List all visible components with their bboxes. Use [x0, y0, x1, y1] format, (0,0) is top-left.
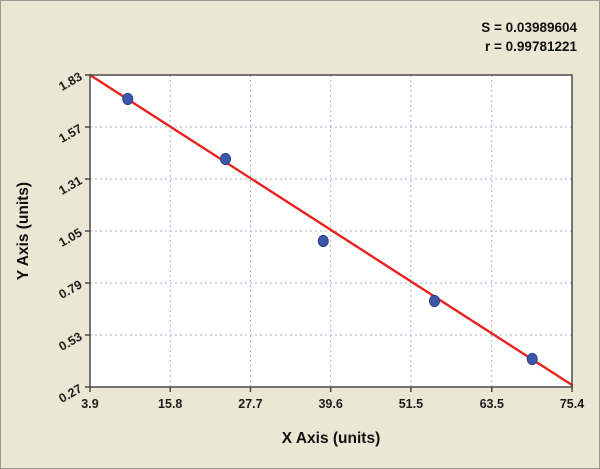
y-tick-label: 1.57 [56, 121, 84, 145]
s-value-annotation: S = 0.03989604 [481, 20, 577, 35]
x-tick-label: 39.6 [318, 397, 342, 411]
data-point [219, 152, 231, 166]
y-tick-label: 0.79 [56, 277, 84, 301]
data-point [526, 352, 538, 366]
chart-plot-area: 3.9 15.8 27.7 39.6 51.5 63.5 75.4 0.27 0.53 0.79 1… [56, 69, 584, 411]
data-point [122, 92, 134, 106]
y-tick-label: 0.53 [56, 329, 84, 353]
regression-line [88, 73, 574, 387]
x-tick-label: 75.4 [560, 397, 584, 411]
x-tick-label: 51.5 [399, 397, 423, 411]
x-tick-label: 63.5 [480, 397, 504, 411]
x-tick-label: 15.8 [158, 397, 182, 411]
y-tick-label: 1.05 [56, 225, 84, 249]
y-tick-label: 1.31 [56, 173, 84, 197]
data-point [428, 294, 440, 308]
x-axis-label: X Axis (units) [282, 430, 380, 447]
y-axis-label: Y Axis (units) [15, 182, 32, 280]
r-value-annotation: r = 0.99781221 [485, 39, 577, 54]
data-point [317, 234, 329, 248]
x-tick-label: 27.7 [238, 397, 262, 411]
y-tick-label: 0.27 [56, 381, 84, 405]
y-tick-label: 1.83 [56, 69, 84, 93]
x-tick-label: 3.9 [81, 397, 98, 411]
